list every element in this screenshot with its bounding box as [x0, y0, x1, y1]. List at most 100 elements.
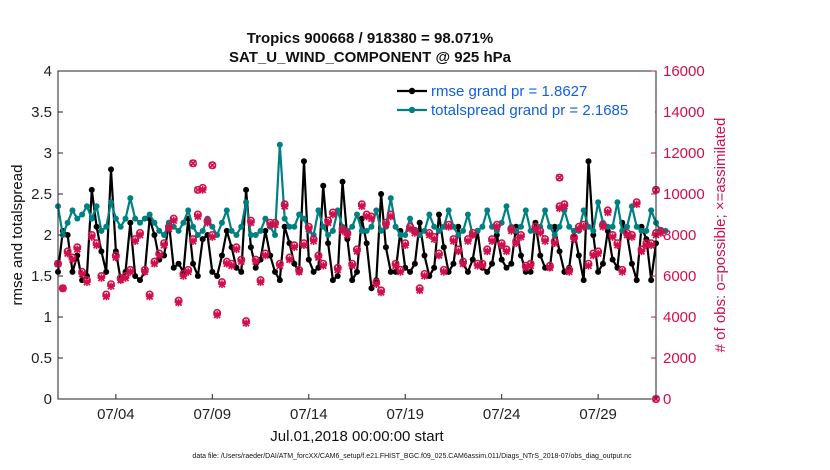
obs-assimilated-marker — [131, 237, 139, 245]
totalspread-point — [354, 211, 360, 218]
obs-assimilated-marker — [83, 278, 91, 286]
obs-assimilated-marker — [647, 241, 655, 250]
rmse-point — [329, 277, 336, 284]
totalspread-point — [185, 207, 192, 214]
totalspread-point — [542, 207, 549, 214]
obs-assimilated-marker — [358, 202, 366, 211]
totalspread-point — [633, 223, 640, 230]
obs-assimilated-marker — [502, 247, 511, 256]
chart-title-line2: SAT_U_WIND_COMPONENT @ 925 hPa — [229, 49, 512, 66]
totalspread-point — [136, 219, 143, 226]
totalspread-point — [247, 232, 254, 238]
obs-assimilated-marker — [300, 241, 308, 250]
rmse-point — [300, 158, 307, 165]
obs-assimilated-marker — [430, 235, 438, 243]
obs-assimilated-marker — [329, 210, 337, 219]
obs-assimilated-marker — [213, 311, 221, 319]
rmse-point — [503, 264, 510, 271]
obs-assimilated-marker — [169, 216, 178, 225]
totalspread-point — [315, 207, 322, 214]
rmse-point — [416, 219, 423, 226]
totalspread-point — [455, 232, 462, 238]
totalspread-point — [218, 219, 225, 226]
rmse-point — [595, 268, 602, 275]
obs-assimilated-marker — [435, 251, 443, 260]
x-tick-label: 07/19 — [386, 406, 424, 423]
obs-extra-marker — [189, 159, 198, 168]
obs-assimilated-marker — [116, 276, 125, 284]
y-tick-label: 3 — [44, 145, 52, 162]
rmse-point — [469, 256, 476, 263]
y-tick-label: 1.5 — [31, 268, 52, 285]
rmse-point — [585, 158, 592, 165]
obs-assimilated-marker — [285, 255, 294, 264]
totalspread-point — [103, 223, 110, 230]
rmse-point — [243, 186, 250, 193]
obs-assimilated-marker — [251, 257, 260, 266]
right-axis: 0 2000 4000 6000 8000 10000 12000 14000 16000 — [651, 63, 705, 408]
rmse-point — [170, 264, 177, 271]
totalspread-point — [228, 227, 235, 234]
legend-box — [395, 78, 655, 124]
totalspread-point — [180, 219, 187, 226]
obs-assimilated-marker — [517, 233, 525, 241]
obs-assimilated-marker — [411, 229, 419, 237]
obs-assimilated-marker — [415, 286, 424, 295]
rmse-point — [648, 277, 655, 284]
obs-assimilated-marker — [160, 241, 168, 250]
y2-axis-label: # of obs: o=possible; ×=assimilated — [712, 118, 729, 353]
rmse-point — [599, 260, 606, 267]
totalspread-point — [460, 227, 467, 234]
rmse-point — [551, 223, 558, 230]
rmse-point — [272, 268, 279, 275]
legend-rmse-marker — [408, 87, 416, 95]
rmse-point — [493, 232, 500, 238]
rmse-point — [190, 260, 197, 267]
rmse-point — [103, 268, 110, 275]
rmse-point — [556, 248, 563, 255]
rmse-point — [407, 268, 414, 275]
totalspread-point — [190, 223, 197, 230]
obs-assimilated-marker — [63, 249, 72, 258]
y2-tick-label: 0 — [663, 391, 671, 408]
obs-extra-marker — [208, 161, 217, 170]
rmse-point — [276, 277, 283, 284]
totalspread-point — [479, 223, 486, 230]
rmse-point — [281, 223, 288, 230]
left-axis: 0 0.5 1 1.5 2 2.5 3 3.5 4 — [31, 63, 63, 408]
obs-assimilated-marker — [396, 268, 405, 276]
totalspread-point — [64, 219, 71, 226]
obs-assimilated-marker — [560, 202, 569, 211]
totalspread-point — [426, 211, 433, 218]
rmse-point — [382, 244, 389, 251]
obs-assimilated-marker — [68, 255, 77, 264]
obs-assimilated-marker — [526, 261, 535, 270]
totalspread-point — [93, 203, 100, 210]
rmse-point — [223, 227, 230, 234]
rmse-point — [455, 223, 462, 230]
rmse-point — [98, 248, 105, 255]
totalspread-point — [281, 215, 288, 222]
y2-tick-label: 2000 — [663, 350, 696, 367]
totalspread-point — [517, 223, 524, 230]
totalspread-point — [98, 227, 105, 234]
rmse-point — [339, 178, 346, 185]
rmse-point — [363, 240, 370, 247]
obs-assimilated-marker — [343, 231, 352, 239]
obs-assimilated-marker — [290, 243, 299, 252]
obs-assimilated-marker — [401, 241, 410, 250]
rmse-point — [214, 273, 221, 279]
obs-assimilated-marker — [276, 261, 284, 270]
rmse-point — [127, 219, 134, 226]
x-tick-label: 07/04 — [97, 406, 135, 423]
obs-assimilated-marker — [440, 268, 448, 276]
obs-assimilated-marker — [468, 231, 477, 239]
y-axis-label: rmse and totalspread — [9, 165, 26, 306]
rmse-point — [262, 227, 269, 234]
obs-assimilated-marker — [247, 218, 255, 227]
x-tick-label: 07/24 — [483, 406, 521, 423]
series-layer — [53, 141, 669, 403]
rmse-point — [305, 256, 312, 263]
chart-title-line1: Tropics 900668 / 918380 = 98.071% — [247, 30, 493, 47]
x-tick-label: 07/29 — [579, 406, 617, 423]
